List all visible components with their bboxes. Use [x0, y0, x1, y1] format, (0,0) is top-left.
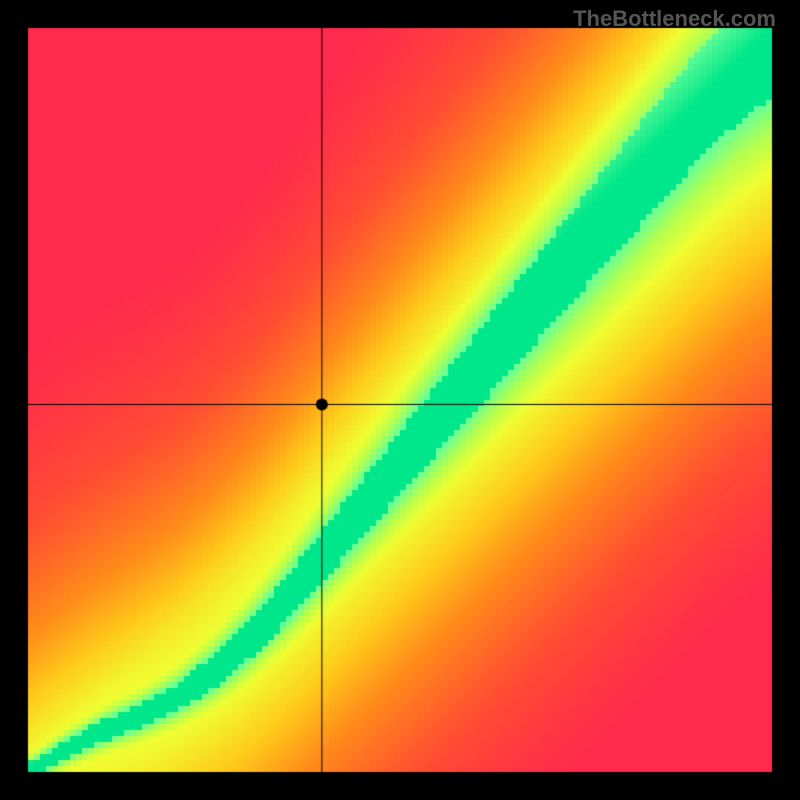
watermark-text: TheBottleneck.com	[573, 6, 776, 32]
chart-container: TheBottleneck.com	[0, 0, 800, 800]
bottleneck-heatmap	[0, 0, 800, 800]
